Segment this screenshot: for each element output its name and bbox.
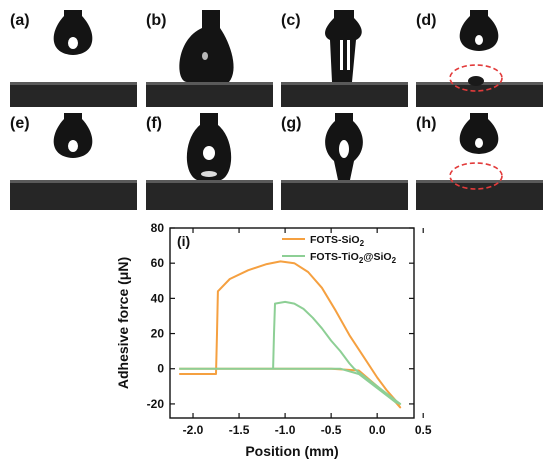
x-axis-label: Position (mm) [245, 443, 338, 459]
y-tick-label: 60 [151, 256, 165, 270]
x-tick-label: -2.0 [183, 423, 204, 437]
photo-panel-h: (h) [416, 113, 543, 210]
droplet-photo [281, 113, 408, 210]
substrate [416, 82, 543, 107]
photo-panel-label: (h) [416, 115, 437, 132]
photo-panel-label: (g) [281, 115, 302, 132]
substrate [281, 180, 408, 210]
y-tick-label: -20 [147, 397, 165, 411]
substrate [281, 82, 408, 107]
x-tick-label: -1.0 [275, 423, 296, 437]
water-droplet [459, 113, 499, 154]
y-tick-label: 20 [151, 327, 165, 341]
photo-panel-a: (a) [10, 10, 137, 107]
chart-legend: FOTS-SiO2 FOTS-TiO2@SiO2 [282, 234, 397, 265]
series-line-1 [179, 300, 402, 405]
y-tick-label: 40 [151, 291, 165, 305]
water-droplet [325, 10, 362, 82]
y-tick-label: 0 [157, 362, 164, 376]
photo-panel-e: (e) [10, 113, 137, 210]
legend-label-0: FOTS-SiO2 [310, 234, 365, 248]
y-tick-label: 80 [151, 221, 165, 235]
x-tick-label: -0.5 [321, 423, 342, 437]
x-tick-label: 0.5 [415, 423, 432, 437]
droplet-photo [416, 10, 543, 107]
droplet-photo [281, 10, 408, 107]
photo-panel-c: (c) [281, 10, 408, 107]
dashed-highlight-circle [449, 64, 503, 92]
dashed-highlight-circle [449, 162, 503, 190]
substrate [146, 82, 273, 107]
y-axis-label: Adhesive force (μN) [115, 257, 131, 389]
photo-panel-g: (g) [281, 113, 408, 210]
substrate [416, 180, 543, 210]
water-droplet [459, 10, 499, 51]
droplet-photo [416, 113, 543, 210]
photo-panel-f: (f) [146, 113, 273, 210]
water-droplet [53, 10, 93, 55]
x-tick-label: -1.5 [229, 423, 250, 437]
photo-panel-b: (b) [146, 10, 273, 107]
substrate [10, 82, 137, 107]
series-line-0 [179, 260, 402, 409]
droplet-photo [10, 113, 137, 210]
droplet-photo [146, 10, 273, 107]
substrate [10, 180, 137, 210]
x-tick-label: 0.0 [369, 423, 386, 437]
photo-panel-label: (c) [281, 12, 301, 29]
water-droplet [53, 113, 93, 158]
droplet-photo [10, 10, 137, 107]
photo-panel-label: (a) [10, 12, 30, 29]
photo-panel-label: (e) [10, 115, 30, 132]
legend-label-1: FOTS-TiO2@SiO2 [310, 251, 397, 265]
chart-panel-label: (i) [177, 233, 190, 249]
residual-droplet [468, 76, 484, 86]
photo-panel-label: (b) [146, 12, 167, 29]
droplet-photo [146, 113, 273, 210]
photo-panel-label: (d) [416, 12, 437, 29]
substrate [146, 180, 273, 210]
plot-frame [169, 227, 415, 419]
photo-panel-label: (f) [146, 115, 162, 132]
photo-panel-d: (d) [416, 10, 543, 107]
